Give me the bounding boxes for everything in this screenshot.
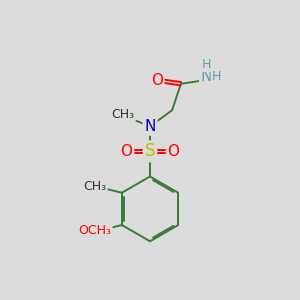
Text: H: H — [202, 58, 211, 70]
Text: OCH₃: OCH₃ — [78, 224, 111, 238]
Text: H: H — [212, 70, 221, 83]
Text: CH₃: CH₃ — [111, 108, 134, 121]
Text: S: S — [145, 142, 155, 160]
Text: O: O — [168, 144, 180, 159]
Text: O: O — [120, 144, 132, 159]
Text: CH₃: CH₃ — [83, 180, 106, 193]
Text: O: O — [151, 73, 163, 88]
Text: N: N — [201, 69, 212, 84]
Text: N: N — [144, 119, 156, 134]
